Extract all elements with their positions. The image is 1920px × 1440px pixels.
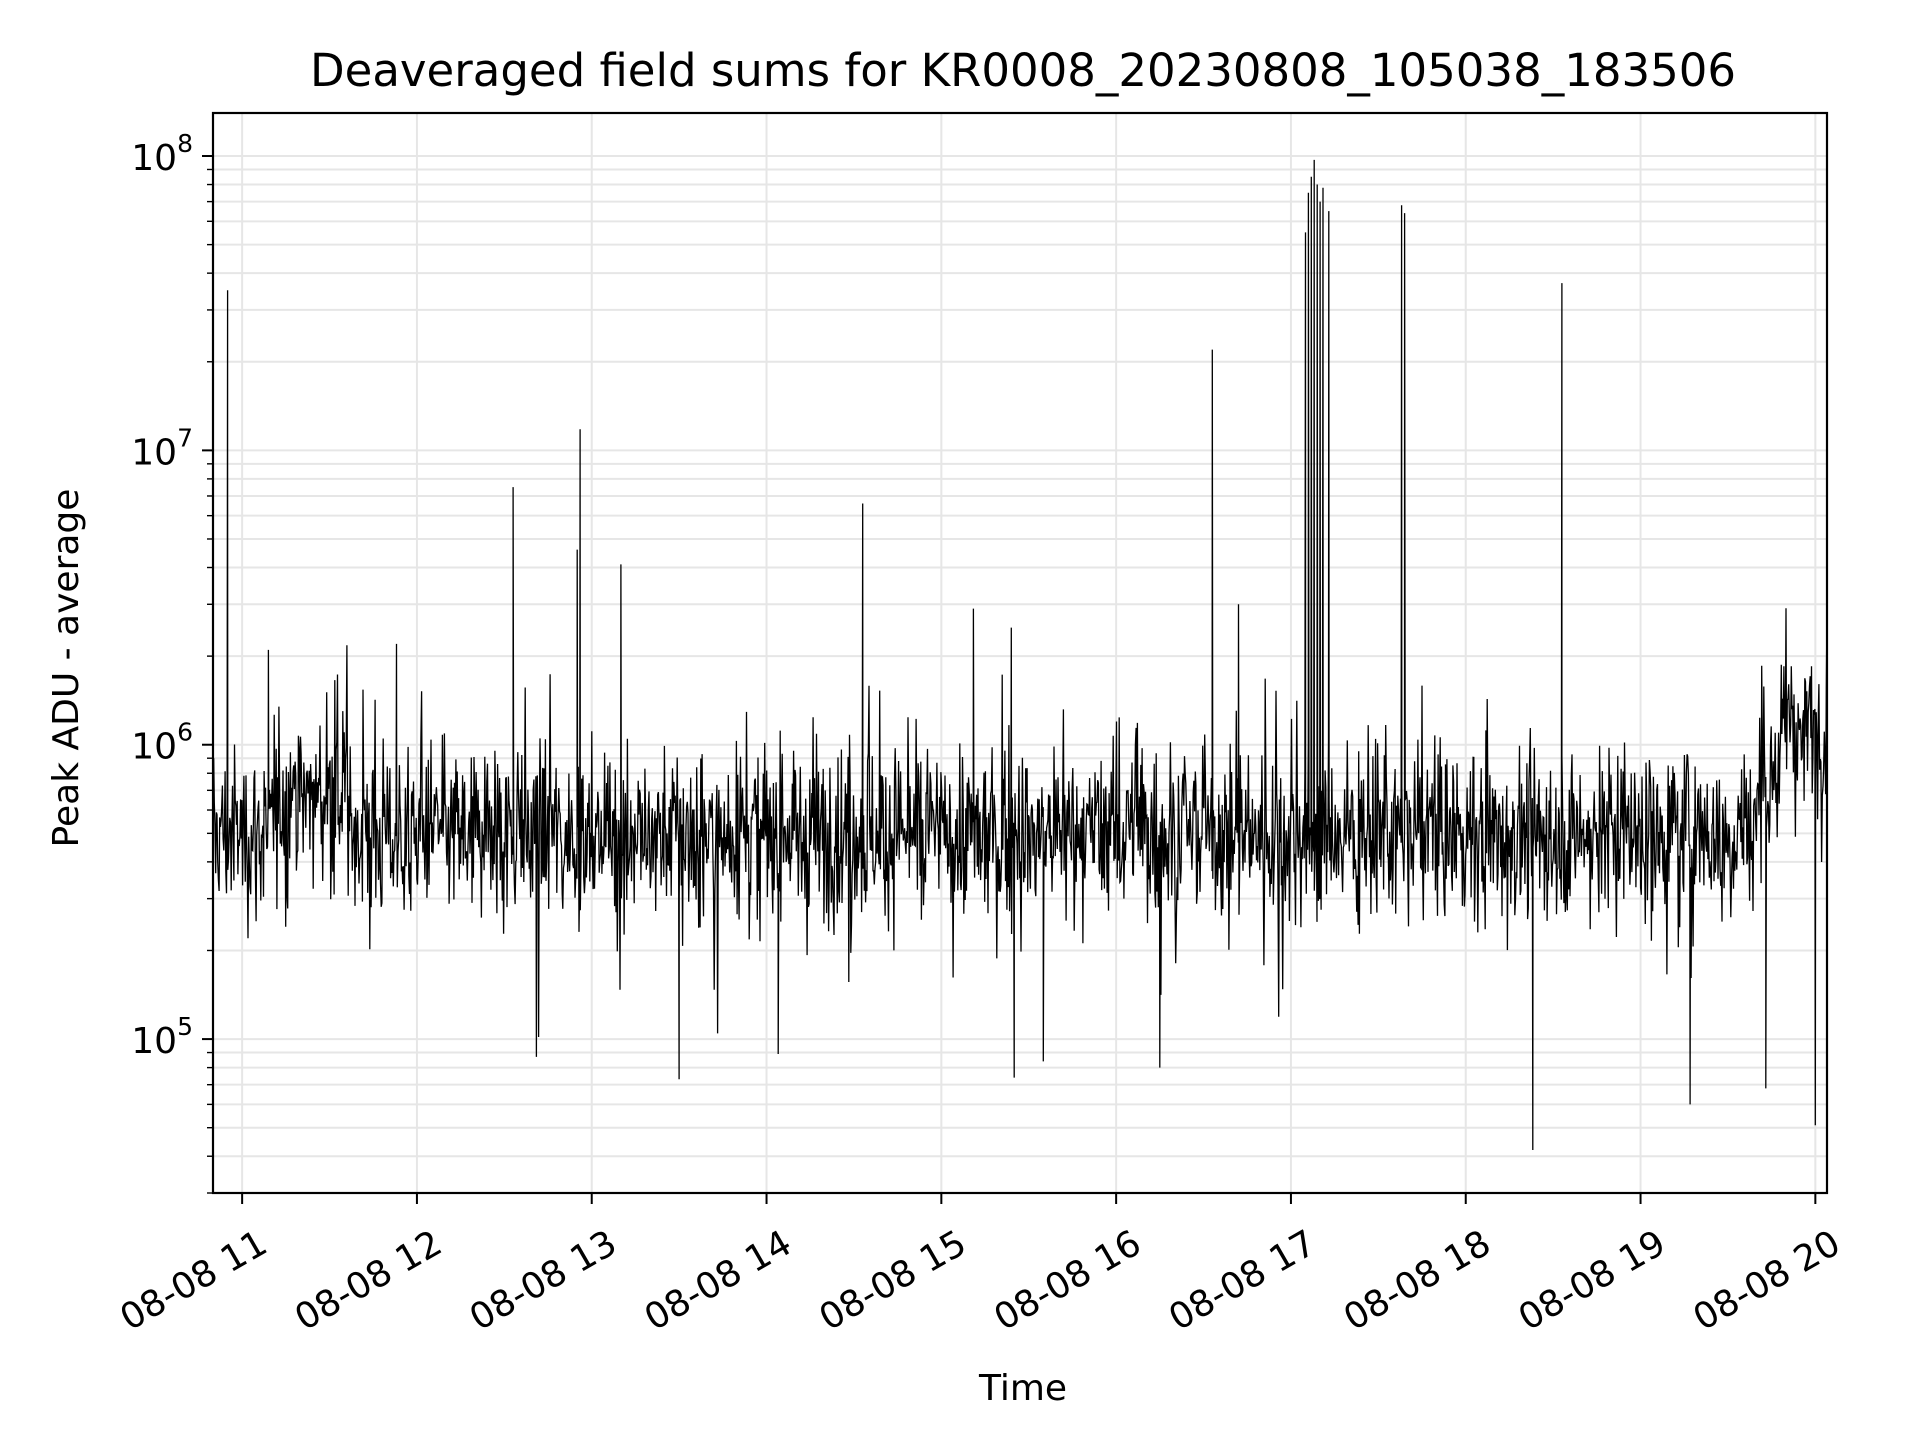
y-tick-label: 105: [131, 1012, 193, 1062]
series-path: [212, 159, 1828, 1151]
y-tick-label: 106: [131, 718, 193, 768]
x-tick-label: 08-08 19: [1512, 1223, 1673, 1339]
chart-title: Deaveraged field sums for KR0008_2023080…: [310, 44, 1736, 97]
plot-frame: [211, 111, 1829, 1195]
y-tick-label: 107: [131, 423, 193, 473]
x-tick-label: 08-08 13: [463, 1223, 624, 1339]
x-tick-label: 08-08 18: [1337, 1223, 1498, 1339]
grid: [213, 113, 1827, 1194]
y-axis-label: Peak ADU - average: [46, 489, 87, 848]
x-tick-label: 08-08 12: [288, 1223, 449, 1339]
series-line: [212, 159, 1828, 1151]
x-tick-label: 08-08 16: [987, 1223, 1148, 1339]
y-tick-label: 108: [131, 129, 193, 179]
x-axis-ticks: 08-08 11 08-08 12 08-08 13 08-08 14 08-08 15…: [113, 1193, 1847, 1339]
x-tick-label: 08-08 17: [1162, 1223, 1323, 1339]
x-tick-label: 08-08 11: [113, 1223, 274, 1339]
x-axis-label: Time: [978, 1368, 1067, 1409]
x-tick-label: 08-08 20: [1687, 1223, 1848, 1339]
x-tick-label: 08-08 14: [638, 1223, 799, 1339]
y-axis-ticks: 105 106 107 108: [131, 129, 213, 1194]
x-tick-label: 08-08 15: [813, 1223, 974, 1339]
